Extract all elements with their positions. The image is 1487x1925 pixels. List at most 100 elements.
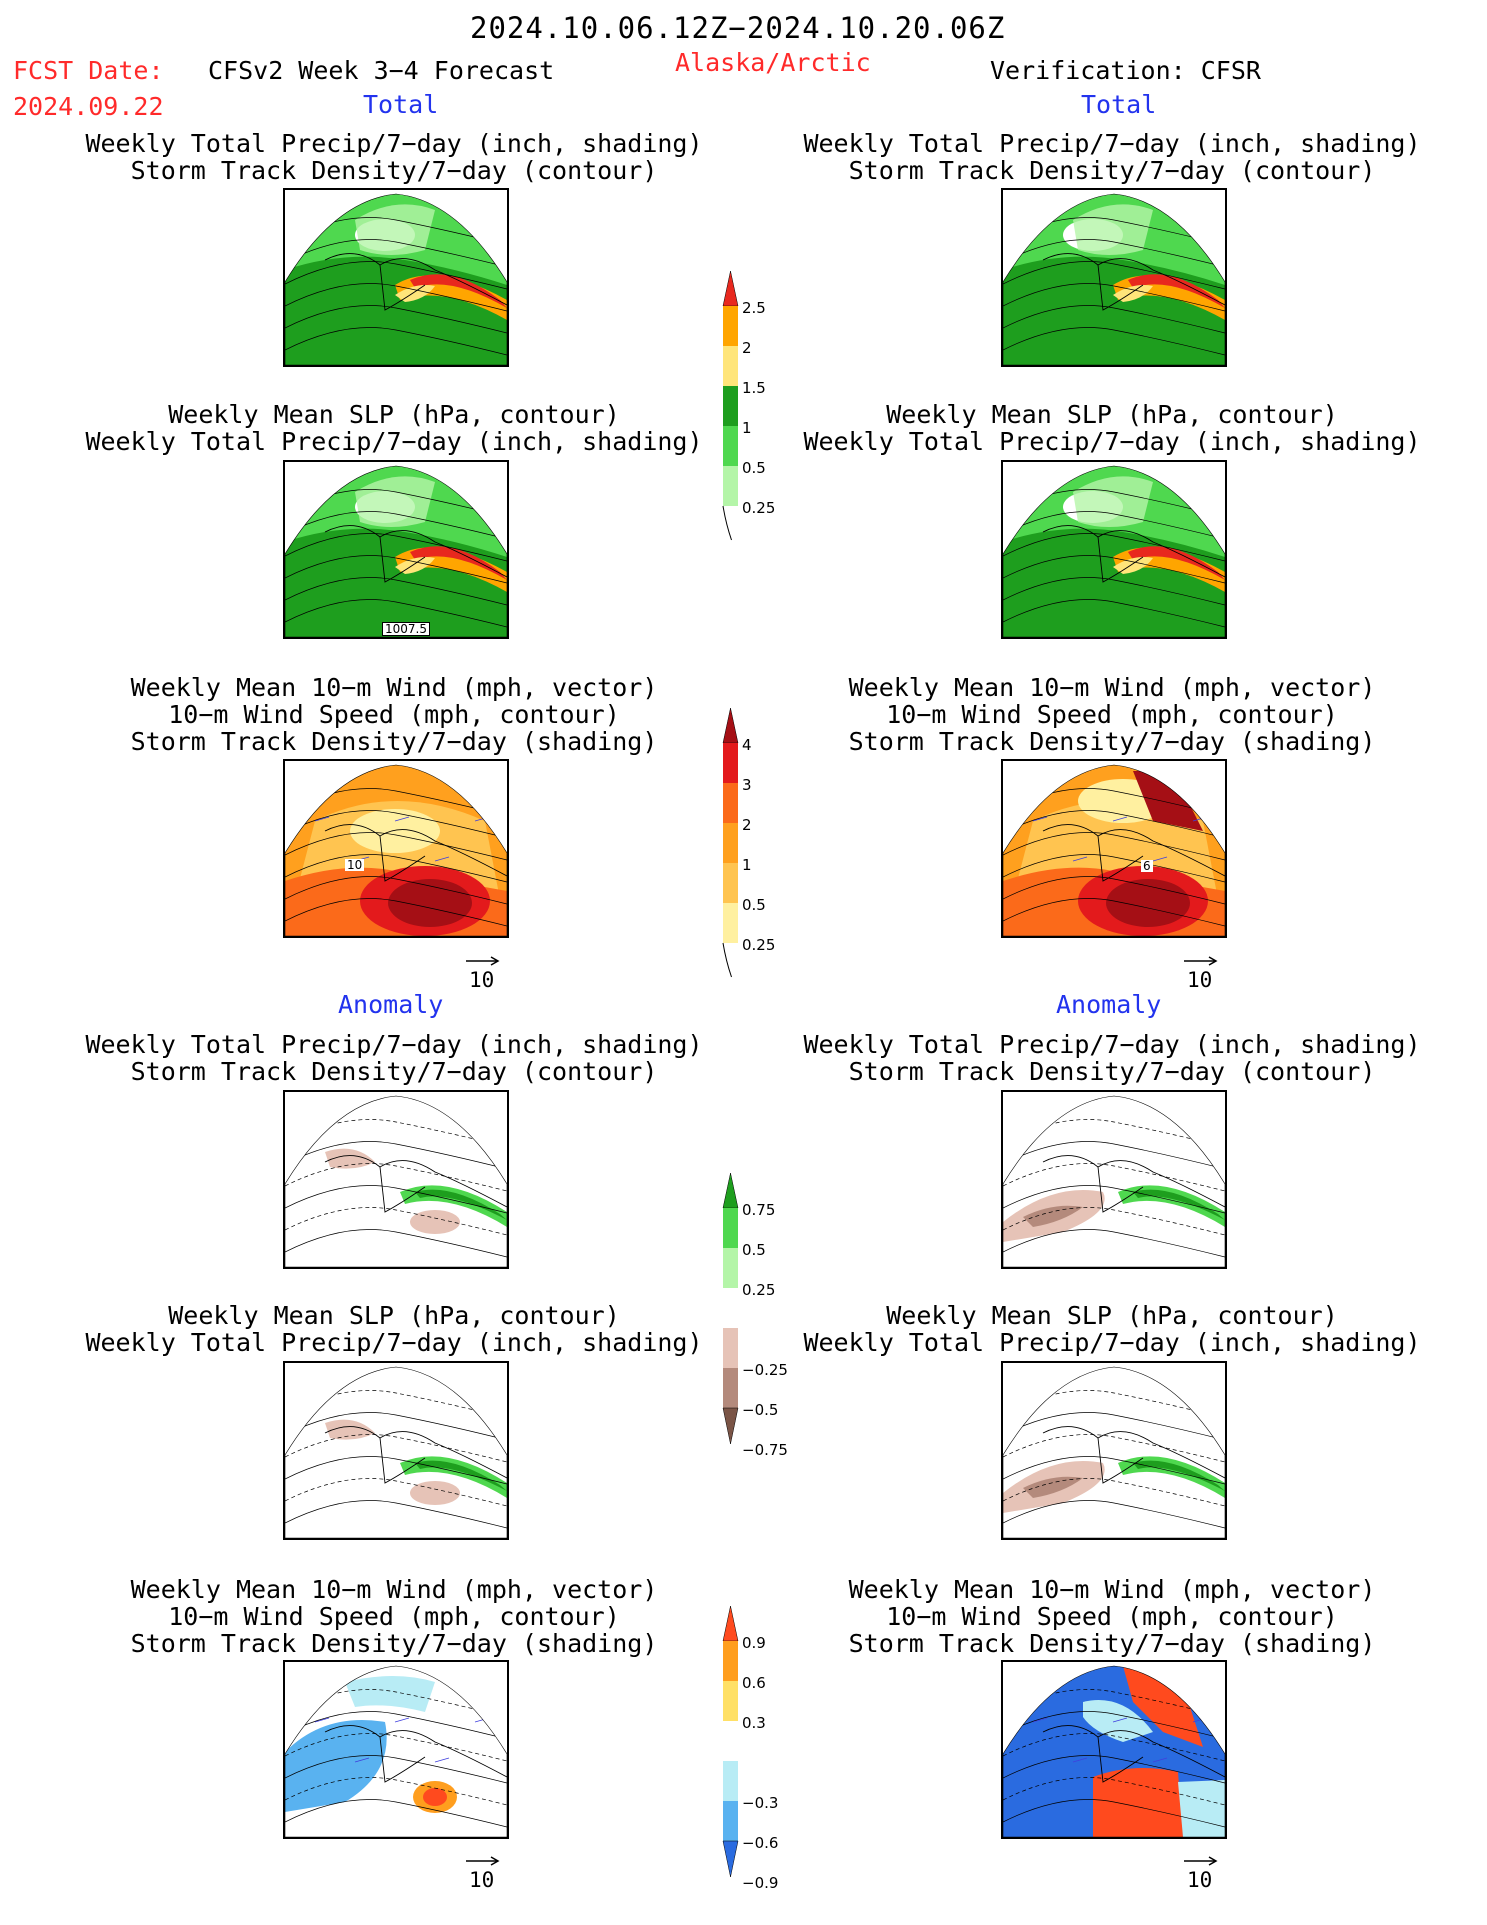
contour-line xyxy=(285,1500,507,1529)
section-total-left: Total xyxy=(363,90,439,119)
colorbar-tail xyxy=(722,505,732,541)
coastline xyxy=(324,253,507,306)
colorbar-tick-label: 4 xyxy=(742,736,752,754)
verification-label: Verification: CFSR xyxy=(990,56,1261,85)
wind-vector xyxy=(394,1717,410,1723)
map-wind-storm-total-fcst xyxy=(283,759,509,938)
coastline xyxy=(1042,253,1225,306)
contour-line xyxy=(285,261,507,290)
map-wind-storm-total-obs xyxy=(1001,759,1227,938)
map-outline xyxy=(1003,764,1225,936)
coastline xyxy=(1042,824,1225,877)
contour-line xyxy=(285,1777,507,1806)
precip-field xyxy=(410,546,507,580)
colorbar-segment xyxy=(723,1681,738,1721)
contour-line xyxy=(1003,555,1225,584)
coastline xyxy=(1097,1437,1144,1484)
colorbar-svg xyxy=(722,1605,739,1878)
colorbar-tick-label: −0.9 xyxy=(742,1874,779,1892)
coastline xyxy=(1042,1725,1225,1778)
wind-vector xyxy=(1112,1717,1128,1723)
contour-line xyxy=(285,283,507,312)
coastline xyxy=(1097,1736,1144,1783)
colorbar-segment xyxy=(723,1208,738,1248)
colorbar-tick-label: 2 xyxy=(742,339,752,357)
colorbar-tick-label: 0.75 xyxy=(742,1201,776,1219)
anomaly-field xyxy=(325,1419,375,1440)
contour-line xyxy=(1003,1141,1225,1170)
colorbar-segment xyxy=(723,823,738,863)
anomaly-field xyxy=(1133,1460,1225,1491)
colorbar-tick-label: 3 xyxy=(742,776,752,794)
colorbar-segment xyxy=(723,1641,738,1681)
colorbar-segment xyxy=(722,270,739,307)
contour-line xyxy=(285,1478,507,1507)
anomaly-field xyxy=(415,1189,507,1220)
contour-line xyxy=(1003,533,1225,562)
section-anomaly-right: Anomaly xyxy=(1056,990,1162,1019)
anomaly-field xyxy=(410,1481,460,1505)
colorbar-tick-label: 0.6 xyxy=(742,1674,766,1692)
colorbar-tick-label: 0.5 xyxy=(742,1241,766,1259)
colorbar-segment xyxy=(723,903,738,943)
map-precip-storm-anom-fcst xyxy=(283,1090,509,1269)
vector-ref-arrow-icon xyxy=(1184,956,1218,966)
fcst-date-label: FCST Date: xyxy=(13,56,164,85)
contour-line xyxy=(285,832,507,861)
coastline xyxy=(324,525,507,578)
contour-line xyxy=(285,1755,507,1784)
colorbar-tick-label: 0.5 xyxy=(742,459,766,477)
anomaly-field xyxy=(345,1676,435,1712)
vector-ref-arrow-icon xyxy=(466,1856,500,1866)
colorbar-storm-anom: 0.9 0.6 0.3 −0.3 −0.6 −0.9 xyxy=(722,1605,778,1892)
colorbar-tick-label: 1.5 xyxy=(742,379,766,397)
contour-line xyxy=(1003,261,1225,290)
colorbar-tick-label: −0.25 xyxy=(742,1361,788,1379)
anomaly-field xyxy=(410,1210,460,1234)
contour-line xyxy=(1003,1711,1225,1740)
map-outline xyxy=(285,1366,507,1538)
map-slp-precip-anom-fcst xyxy=(283,1361,509,1540)
coastline xyxy=(1097,1166,1144,1213)
colorbar-segment xyxy=(723,1761,738,1801)
contour-line xyxy=(1003,810,1225,839)
contour-line xyxy=(285,1711,507,1740)
contour-line xyxy=(285,533,507,562)
contour-line xyxy=(1003,239,1225,268)
contour-line xyxy=(1003,832,1225,861)
wind-vector xyxy=(1112,816,1128,822)
caption-wind-storm-total-obs: Weekly Mean 10−m Wind (mph, vector) 10−m … xyxy=(848,673,1376,756)
colorbar-tick-label: 0.25 xyxy=(742,1281,776,1299)
precip-field xyxy=(355,476,435,527)
contour-line xyxy=(285,1412,507,1441)
contour-line xyxy=(285,599,507,628)
coastline xyxy=(1097,835,1144,882)
contour-line xyxy=(285,1185,507,1214)
map-outline xyxy=(1003,193,1225,365)
caption-slp-precip-anom-fcst: Weekly Mean SLP (hPa, contour) Weekly Tot… xyxy=(85,1301,703,1357)
coastline xyxy=(1042,1426,1225,1479)
wind-vector xyxy=(434,856,450,862)
vector-ref-label: 10 xyxy=(469,968,495,992)
colorbar-segment xyxy=(723,863,738,903)
wind-vector xyxy=(1152,856,1168,862)
wind-vector xyxy=(1072,1757,1088,1763)
colorbar-tick-label: 1 xyxy=(742,419,752,437)
map-outline xyxy=(285,764,507,936)
contour-line xyxy=(1003,1733,1225,1762)
wind-contour-label-obs: 6 xyxy=(1141,859,1153,873)
precip-field xyxy=(355,204,435,255)
map-wind-storm-anom-fcst xyxy=(283,1660,509,1839)
anomaly-field xyxy=(285,1720,387,1812)
coastline xyxy=(379,1736,426,1783)
section-total-right: Total xyxy=(1081,90,1157,119)
wind-vector xyxy=(1072,856,1088,862)
caption-precip-storm-anom-obs: Weekly Total Precip/7−day (inch, shading… xyxy=(803,1030,1421,1086)
vector-ref-arrow-icon xyxy=(1184,1856,1218,1866)
storm-field xyxy=(350,809,440,853)
colorbar-tick-label: 0.3 xyxy=(742,1714,766,1732)
contour-line xyxy=(1003,854,1225,883)
colorbar-segment xyxy=(723,1328,738,1368)
colorbar-segment xyxy=(723,1248,738,1288)
map-wind-storm-anom-obs xyxy=(1001,1660,1227,1839)
